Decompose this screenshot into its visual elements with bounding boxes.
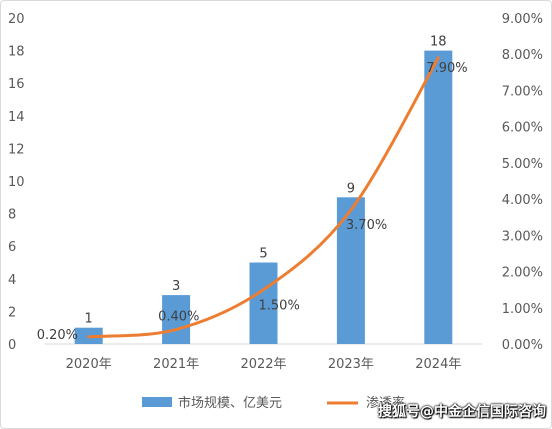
y-left-tick-label: 4 <box>8 273 16 288</box>
x-tick-label: 2024年 <box>415 357 461 372</box>
y-left-tick-label: 16 <box>8 77 25 92</box>
y-left-tick-label: 6 <box>8 240 16 255</box>
bar <box>162 295 191 344</box>
y-right-tick-label: 7.00% <box>502 84 543 99</box>
y-left-tick-label: 2 <box>8 305 16 320</box>
y-right-tick-label: 5.00% <box>502 157 543 172</box>
watermark-text: 搜狐号@中金企信国际咨询 <box>378 404 546 420</box>
line-data-label: 0.20% <box>37 328 78 343</box>
y-left-tick-label: 20 <box>8 12 25 27</box>
legend-label-line: 渗透率 <box>366 395 405 411</box>
line-series <box>87 56 440 339</box>
y-right-tick-label: 6.00% <box>502 121 543 136</box>
y-right-tick-label: 4.00% <box>502 193 543 208</box>
y-right-tick-label: 2.00% <box>502 266 543 281</box>
y-left-tick-label: 12 <box>8 142 25 157</box>
x-tick-label: 2021年 <box>153 357 199 372</box>
y-right-tick-label: 1.00% <box>502 302 543 317</box>
bar <box>249 262 278 344</box>
y-right-tick-label: 9.00% <box>502 12 543 27</box>
y-right-tick-label: 0.00% <box>502 338 543 353</box>
line-data-label: 0.40% <box>158 310 199 325</box>
y-left-tick-label: 14 <box>8 110 25 125</box>
x-tick-label: 2020年 <box>66 357 112 372</box>
x-tick-label: 2023年 <box>328 357 374 372</box>
line-data-label: 7.90% <box>426 61 467 76</box>
line-data-label: 1.50% <box>259 299 300 314</box>
x-tick-label: 2022年 <box>240 357 286 372</box>
bar <box>424 50 453 344</box>
bar-data-label: 3 <box>172 279 180 294</box>
y-left-tick-label: 18 <box>8 45 25 60</box>
y-left-tick-label: 8 <box>8 208 16 223</box>
bar-data-label: 9 <box>347 181 355 196</box>
y-right-tick-label: 3.00% <box>502 229 543 244</box>
bar-data-label: 1 <box>85 312 93 327</box>
line-data-label: 3.70% <box>346 218 387 233</box>
y-left-tick-label: 10 <box>8 175 25 190</box>
y-left-tick-label: 0 <box>8 338 16 353</box>
legend-swatch-bar <box>142 397 172 407</box>
bar-data-label: 5 <box>259 247 267 262</box>
legend-label-bar: 市场规模、亿美元 <box>178 395 282 411</box>
bar-data-label: 18 <box>430 35 447 50</box>
y-right-tick-label: 8.00% <box>502 48 543 63</box>
